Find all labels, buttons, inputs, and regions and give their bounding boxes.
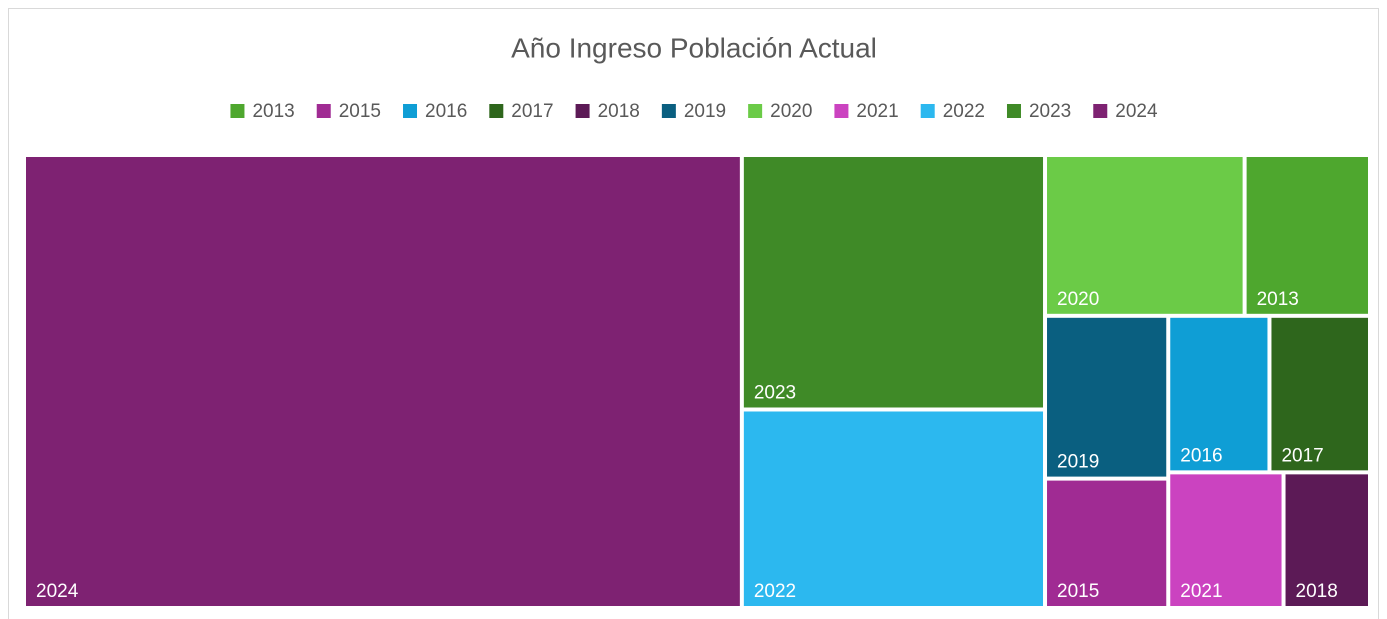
legend-swatch (575, 104, 590, 118)
legend-label: 2024 (1115, 101, 1158, 122)
legend-label: 2016 (425, 101, 467, 122)
treemap-tile (1271, 317, 1368, 471)
tile-label: 2015 (1057, 581, 1099, 602)
treemap-tile (1285, 474, 1368, 606)
legend-swatch (316, 104, 331, 118)
tile-label: 2016 (1180, 445, 1222, 466)
legend-label: 2022 (943, 101, 985, 122)
tile-label: 2024 (36, 581, 79, 602)
legend-swatch (920, 104, 935, 118)
treemap-tile (26, 157, 740, 606)
treemap-tile (743, 411, 1044, 606)
legend-label: 2013 (252, 101, 294, 122)
legend-label: 2021 (856, 101, 898, 122)
treemap-tile (1047, 480, 1167, 606)
legend-label: 2018 (598, 101, 640, 122)
treemap-tile (1170, 317, 1268, 471)
legend-label: 2023 (1029, 101, 1071, 122)
legend-swatch (1006, 104, 1021, 118)
treemap-tile (743, 157, 1044, 408)
tile-label: 2018 (1296, 581, 1338, 602)
tile-label: 2020 (1057, 289, 1099, 310)
legend-label: 2020 (770, 101, 812, 122)
treemap-tile (1246, 157, 1368, 314)
tile-label: 2022 (754, 581, 796, 602)
treemap-tile (1170, 474, 1282, 606)
legend-label: 2015 (339, 101, 381, 122)
tile-label: 2013 (1257, 289, 1299, 310)
tile-label: 2023 (754, 383, 796, 404)
legend-swatch (489, 104, 504, 118)
legend-label: 2019 (684, 101, 726, 122)
chart-title: Año Ingreso Población Actual (511, 32, 877, 63)
tile-label: 2017 (1281, 445, 1323, 466)
treemap-tile (1047, 317, 1167, 477)
legend-swatch (230, 104, 245, 118)
legend-swatch (1093, 104, 1108, 118)
tile-label: 2019 (1057, 452, 1099, 473)
legend-swatch (834, 104, 849, 118)
tile-label: 2021 (1180, 581, 1222, 602)
legend-swatch (748, 104, 763, 118)
treemap-tile (1047, 157, 1243, 314)
legend-swatch (403, 104, 418, 118)
legend-swatch (661, 104, 676, 118)
legend-label: 2017 (511, 101, 553, 122)
